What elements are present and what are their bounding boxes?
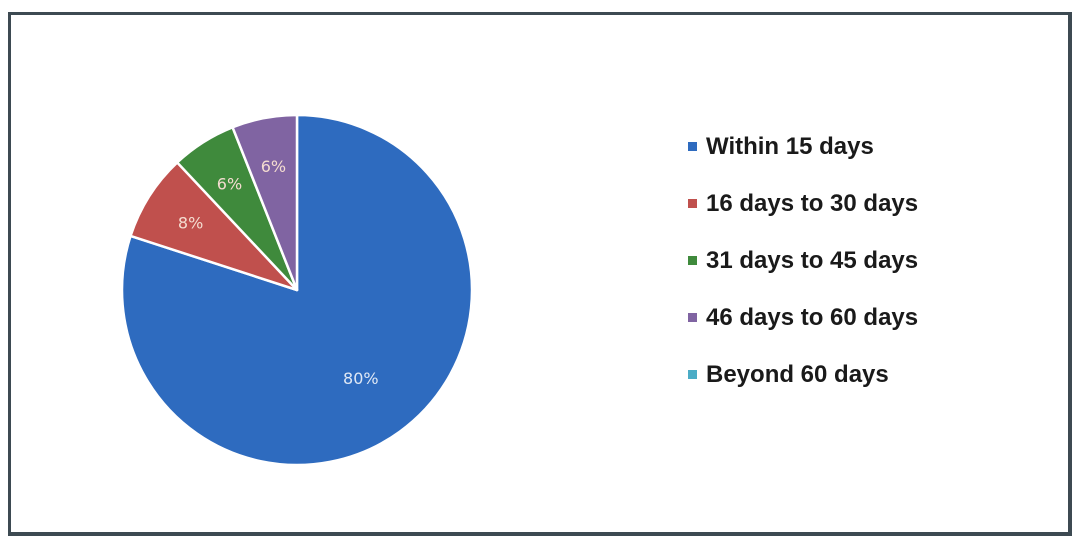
legend-item-16-days-to-30-days: 16 days to 30 days (688, 175, 1068, 232)
legend-swatch (688, 313, 697, 322)
legend-swatch (688, 199, 697, 208)
chart-legend: Within 15 days 16 days to 30 days 31 days … (688, 118, 1068, 403)
legend-swatch (688, 256, 697, 265)
data-label-31-days-to-45-days: 6% (217, 175, 242, 194)
legend-label: Beyond 60 days (706, 360, 889, 388)
data-label-46-days-to-60-days: 6% (261, 157, 286, 176)
legend-item-31-days-to-45-days: 31 days to 45 days (688, 232, 1068, 289)
legend-label: 46 days to 60 days (706, 303, 919, 331)
legend-label: 16 days to 30 days (706, 189, 919, 217)
legend-item-46-days-to-60-days: 46 days to 60 days (688, 289, 1068, 346)
legend-label: 31 days to 45 days (706, 246, 919, 274)
data-label-16-days-to-30-days: 8% (178, 214, 203, 233)
legend-swatch (688, 370, 697, 379)
data-label-within-15-days: 80% (343, 369, 379, 388)
legend-item-beyond-60-days: Beyond 60 days (688, 346, 1068, 403)
legend-swatch (688, 142, 697, 151)
legend-label: Within 15 days (706, 132, 874, 160)
pie-slice-46-days-to-60-days (231, 113, 299, 292)
legend-item-within-15-days: Within 15 days (688, 118, 1068, 175)
